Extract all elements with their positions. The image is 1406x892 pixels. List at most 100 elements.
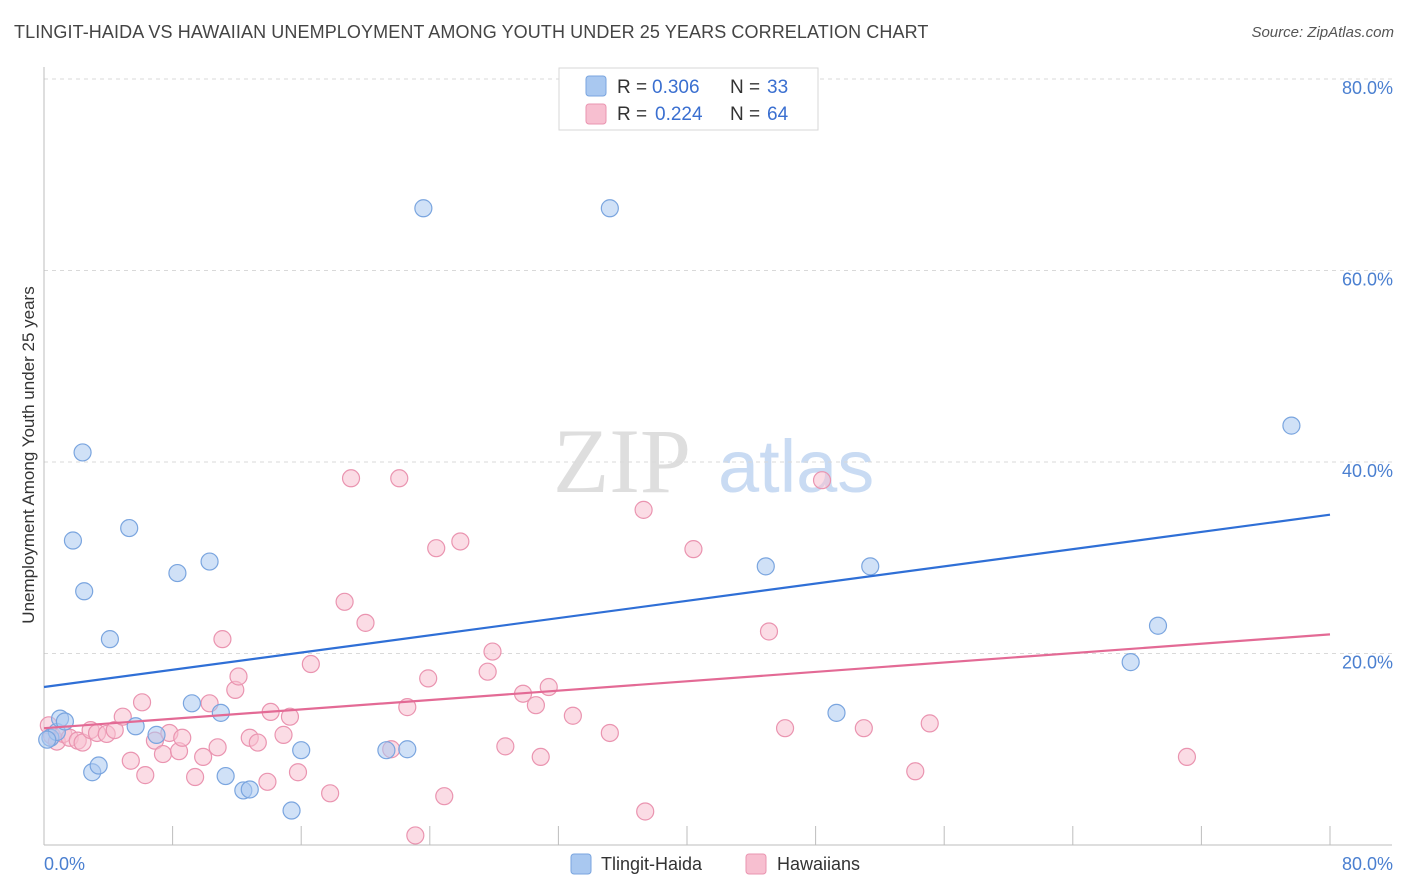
- tlingit-haida-point: [73, 443, 92, 462]
- trend-lines: [43, 513, 1331, 730]
- hawaiians-point: [132, 693, 152, 712]
- hawaiians-point: [406, 826, 425, 845]
- y-tick-label: 60.0%: [1342, 270, 1393, 290]
- tlingit-haida-point: [38, 730, 57, 749]
- hawaiians-point: [526, 696, 545, 715]
- bottom-legend-hawaiians: Hawaiians: [777, 854, 860, 874]
- y-tick-label: 80.0%: [1342, 78, 1393, 98]
- series-legend: Tlingit-Haida Hawaiians: [570, 853, 860, 875]
- tlingit-haida-point: [240, 780, 259, 799]
- legend-r-value-2: 0.224: [655, 104, 703, 125]
- tlingit-haida-point: [756, 557, 775, 576]
- tlingit-haida-point: [120, 518, 139, 538]
- hawaiians-point: [356, 613, 375, 632]
- tlingit-haida-point: [89, 756, 108, 775]
- chart-source: Source: ZipAtlas.com: [1251, 24, 1394, 41]
- hawaiians-point: [684, 540, 703, 559]
- legend-r-label-1: R =: [617, 77, 647, 98]
- legend-r-value-1: 0.306: [652, 77, 700, 98]
- tlingit-haida-point: [861, 557, 880, 576]
- hawaiians-point: [335, 592, 354, 611]
- hawaiians-point: [920, 714, 939, 733]
- y-axis-label: Unemployment Among Youth under 25 years: [19, 286, 38, 623]
- tlingit-haida-point: [1121, 653, 1140, 672]
- hawaiians-point: [194, 747, 213, 767]
- hawaiians-trend-line: [43, 633, 1331, 730]
- hawaiians-point: [427, 539, 446, 558]
- legend-swatch-tlingit-haida: [585, 75, 607, 97]
- bottom-legend-tlingit-haida: Tlingit-Haida: [601, 854, 703, 874]
- watermark-atlas: atlas: [718, 425, 874, 508]
- hawaiians-point: [173, 728, 192, 747]
- legend-n-label-1: N =: [730, 77, 760, 98]
- hawaiians-point: [288, 763, 308, 782]
- hawaiians-point: [153, 744, 173, 764]
- hawaiians-point: [775, 719, 795, 738]
- hawaiians-point: [759, 622, 779, 641]
- legend-r-label-2: R =: [617, 104, 647, 125]
- tlingit-haida-point: [600, 199, 619, 218]
- hawaiians-point: [636, 802, 655, 821]
- legend-n-label-2: N =: [730, 104, 760, 125]
- hawaiians-point: [248, 733, 267, 752]
- hawaiians-point: [301, 654, 320, 674]
- hawaiians-point: [906, 762, 925, 781]
- tlingit-haida-point: [168, 563, 187, 583]
- x-tick-label: 0.0%: [44, 854, 85, 874]
- hawaiians-point: [213, 630, 232, 649]
- chart-title: TLINGIT-HAIDA VS HAWAIIAN UNEMPLOYMENT A…: [14, 22, 929, 42]
- axes: [43, 67, 1392, 846]
- watermark-zip: ZIP: [553, 410, 691, 512]
- hawaiians-point: [280, 707, 300, 726]
- hawaiians-point: [121, 751, 140, 770]
- hawaiians-point: [1177, 747, 1197, 767]
- hawaiians-point: [136, 766, 155, 785]
- y-tick-label: 40.0%: [1342, 461, 1393, 481]
- hawaiians-point: [539, 677, 558, 697]
- tlingit-haida-point: [827, 703, 846, 722]
- hawaiians-point: [419, 669, 438, 688]
- correlation-legend: R = 0.306 N = 33 R = 0.224 N = 64: [558, 67, 819, 131]
- hawaiians-point: [113, 707, 132, 726]
- tlingit-haida-point: [1282, 416, 1301, 435]
- hawaiians-point: [208, 738, 227, 757]
- tlingit-haida-point: [398, 740, 417, 759]
- hawaiians-point: [531, 747, 550, 767]
- hawaiians-point: [321, 784, 340, 803]
- gridlines: [44, 78, 1392, 654]
- hawaiians-point: [854, 719, 873, 738]
- hawaiians-point: [435, 787, 454, 806]
- tlingit-haida-point: [377, 741, 396, 760]
- hawaiians-point: [341, 469, 361, 488]
- hawaiians-point: [600, 723, 619, 743]
- hawaiians-point: [478, 662, 497, 681]
- tlingit-haida-point: [182, 694, 201, 713]
- tick-labels: 20.0% 40.0% 60.0% 80.0% 0.0% 80.0%: [44, 78, 1393, 874]
- tlingit-haida-trend-line: [43, 513, 1331, 689]
- tlingit-haida-point: [1148, 616, 1168, 635]
- tlingit-haida-point: [216, 766, 235, 786]
- hawaiians-point: [274, 725, 293, 744]
- bottom-legend-swatch-hawaiians: [745, 853, 767, 875]
- tlingit-haida-point: [75, 582, 94, 601]
- tlingit-haida-point: [63, 531, 83, 550]
- tlingit-haida-point: [292, 741, 311, 760]
- hawaiians-point: [390, 469, 409, 488]
- hawaiians-point: [634, 500, 653, 519]
- hawaiians-point: [812, 471, 832, 490]
- legend-n-value-1: 33: [767, 77, 788, 98]
- hawaiians-point: [186, 767, 205, 787]
- hawaiians-point: [496, 737, 515, 756]
- tlingit-haida-point: [282, 801, 301, 820]
- hawaiians-point: [563, 706, 582, 725]
- y-tick-label: 20.0%: [1342, 653, 1393, 673]
- hawaiians-point: [483, 642, 502, 661]
- legend-n-value-2: 64: [767, 104, 789, 125]
- tlingit-haida-point: [147, 725, 166, 744]
- tlingit-haida-point: [414, 199, 433, 218]
- bottom-legend-swatch-tlingit-haida: [570, 853, 592, 875]
- legend-swatch-hawaiians: [585, 103, 607, 125]
- hawaiians-point: [229, 667, 248, 686]
- tlingit-haida-point: [100, 630, 120, 649]
